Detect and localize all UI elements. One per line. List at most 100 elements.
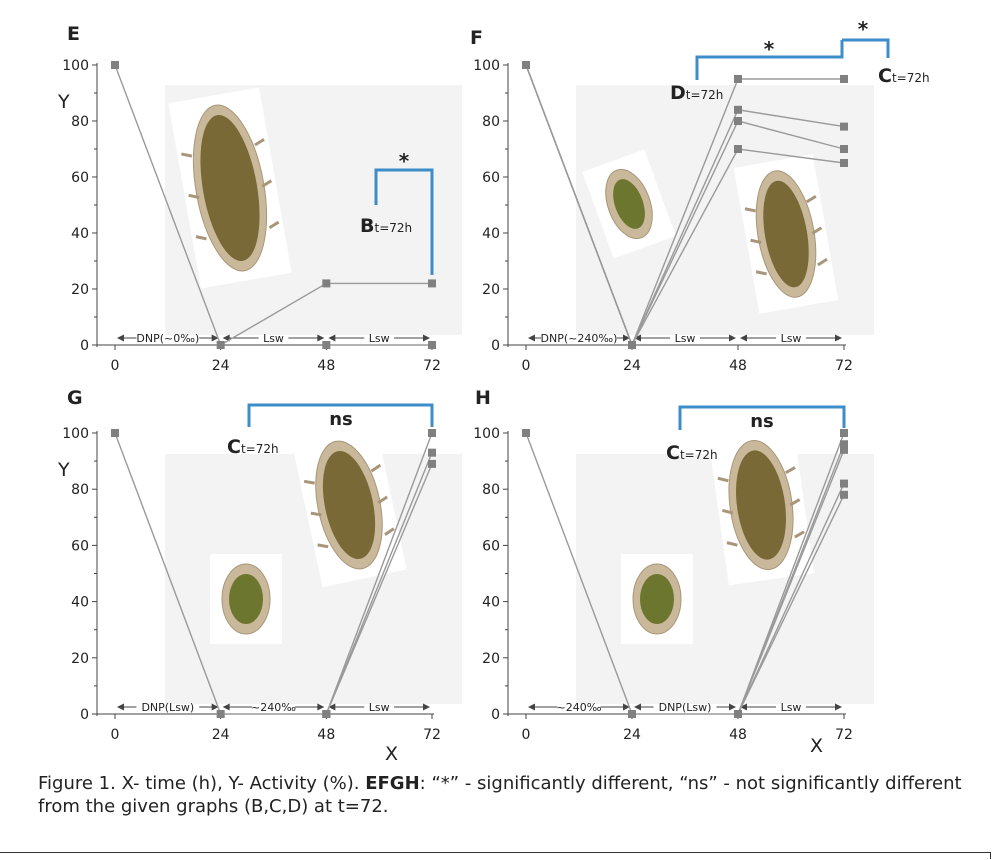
series-line: [737, 483, 845, 715]
phase-arrowhead: [211, 703, 219, 711]
comparison-letter: C: [227, 436, 241, 458]
significance-marker: *: [764, 37, 775, 61]
y-tick-label: 80: [71, 482, 89, 498]
tardigrade-leg: [261, 179, 273, 188]
panel-label: E: [67, 23, 80, 45]
tardigrade-leg: [717, 476, 729, 483]
x-tick-label: 24: [623, 727, 641, 743]
data-point: [628, 710, 636, 718]
phase-arrowhead: [623, 703, 630, 711]
tardigrade-gut: [736, 450, 786, 560]
tardigrade-leg: [303, 479, 315, 485]
x-tick-label: 48: [317, 358, 335, 374]
phase-label: ~240‰: [251, 701, 296, 714]
phase-label: Lsw: [781, 332, 802, 345]
x-tick-label: 0: [111, 727, 120, 743]
tardigrade-leg: [750, 238, 762, 244]
tardigrade-leg: [384, 527, 395, 536]
comparison-letter: C: [666, 442, 680, 464]
data-point: [522, 61, 530, 69]
phase-label: Lsw: [675, 332, 696, 345]
comparison-subscript: t=72h: [374, 221, 412, 235]
tardigrade-leg: [817, 257, 828, 267]
phase-arrowhead: [423, 703, 430, 711]
tardigrade-photo: [707, 424, 815, 586]
y-tick-label: 60: [71, 538, 89, 554]
phase-label: DNP(Lsw): [141, 701, 194, 714]
data-point: [428, 429, 436, 437]
tardigrade-gut: [640, 574, 674, 624]
significance-bracket: [695, 40, 844, 80]
data-point: [428, 459, 436, 468]
data-point: [734, 710, 742, 718]
panel-label: F: [470, 27, 483, 49]
data-point: [628, 341, 636, 349]
tardigrade-leg: [726, 541, 738, 547]
data-point: [840, 122, 848, 131]
x-tick-label: 72: [835, 358, 853, 374]
chart-panel-f: 0 20 40 60 80 100 0 24 48 72 DNP(~240‰) Lsw Lsw F * Dt=…: [470, 17, 930, 374]
figure-panels: 0 20 40 60 80 100 0 24 48 72 DNP(~0‰) Lsw Lsw E Y * Bt=7…: [57, 17, 930, 760]
panel-label: H: [475, 387, 491, 409]
chart-panel-e: 0 20 40 60 80 100 0 24 48 72 DNP(~0‰) Lsw Lsw E Y * Bt=7…: [57, 23, 462, 374]
y-tick-label: 0: [80, 338, 89, 354]
significance-bracket: [842, 38, 890, 58]
y-tick-label: 60: [482, 170, 500, 186]
tardigrade-gut: [763, 180, 809, 288]
significance-marker: *: [858, 17, 869, 41]
significance-marker: *: [399, 149, 410, 173]
tardigrade-leg: [317, 543, 329, 549]
y-axis-label: Y: [57, 91, 70, 113]
phase-arrowhead: [740, 703, 747, 711]
data-point: [428, 448, 436, 457]
phase-arrowhead: [222, 703, 230, 711]
tardigrade-photo: [733, 154, 839, 314]
tardigrade-photo: [168, 87, 292, 289]
tardigrade-photo: [582, 149, 676, 259]
chart-panel-h: 0 20 40 60 80 100 0 24 48 72 ~240‰ DNP(Lsw) Lsw H Xns C…: [473, 387, 874, 757]
tardigrade-photo: [621, 554, 693, 644]
phase-arrowhead: [117, 334, 124, 342]
data-point: [840, 479, 848, 488]
y-tick-label: 100: [62, 426, 89, 442]
y-axis-label: Y: [57, 459, 70, 481]
phase-label: DNP(Lsw): [659, 701, 712, 714]
data-point: [322, 279, 331, 288]
data-point: [840, 145, 848, 153]
phase-label: DNP(~0‰): [136, 332, 199, 345]
x-tick-label: 48: [729, 358, 747, 374]
phase-arrowhead: [317, 334, 325, 342]
tardigrade-gut: [200, 114, 260, 262]
phase-arrowhead: [634, 334, 641, 342]
data-point: [734, 145, 742, 153]
significance-bracket: [247, 403, 434, 427]
significance-bracket: [678, 405, 846, 430]
y-tick-label: 100: [473, 58, 500, 74]
phase-label: Lsw: [369, 332, 390, 345]
phase-arrowhead: [835, 334, 842, 342]
tardigrade-leg: [377, 495, 388, 505]
phase-arrowhead: [528, 703, 535, 711]
tardigrade-leg: [805, 194, 817, 204]
tardigrade-photo: [210, 554, 282, 644]
y-tick-label: 20: [482, 651, 500, 667]
tardigrade-leg: [310, 511, 322, 517]
significance-marker: ns: [329, 409, 353, 430]
series-line: [325, 463, 433, 715]
phase-arrowhead: [623, 334, 630, 342]
series-line: [325, 452, 433, 715]
tardigrade-leg: [370, 463, 382, 473]
y-tick-label: 0: [491, 338, 500, 354]
chart-panel-g: 0 20 40 60 80 100 0 24 48 72 DNP(Lsw) ~240‰ Lsw G Y Xns…: [57, 387, 462, 760]
data-point: [840, 159, 848, 167]
phase-arrowhead: [222, 334, 230, 342]
data-point: [522, 429, 530, 437]
significance-bracket: [374, 168, 434, 275]
x-tick-label: 24: [212, 358, 230, 374]
comparison-label: Dt=72h: [670, 82, 723, 104]
phase-arrowhead: [117, 703, 124, 711]
x-axis-label: X: [810, 735, 823, 757]
data-point: [322, 341, 331, 349]
tardigrade-gut: [322, 450, 376, 560]
x-tick-label: 72: [835, 727, 853, 743]
